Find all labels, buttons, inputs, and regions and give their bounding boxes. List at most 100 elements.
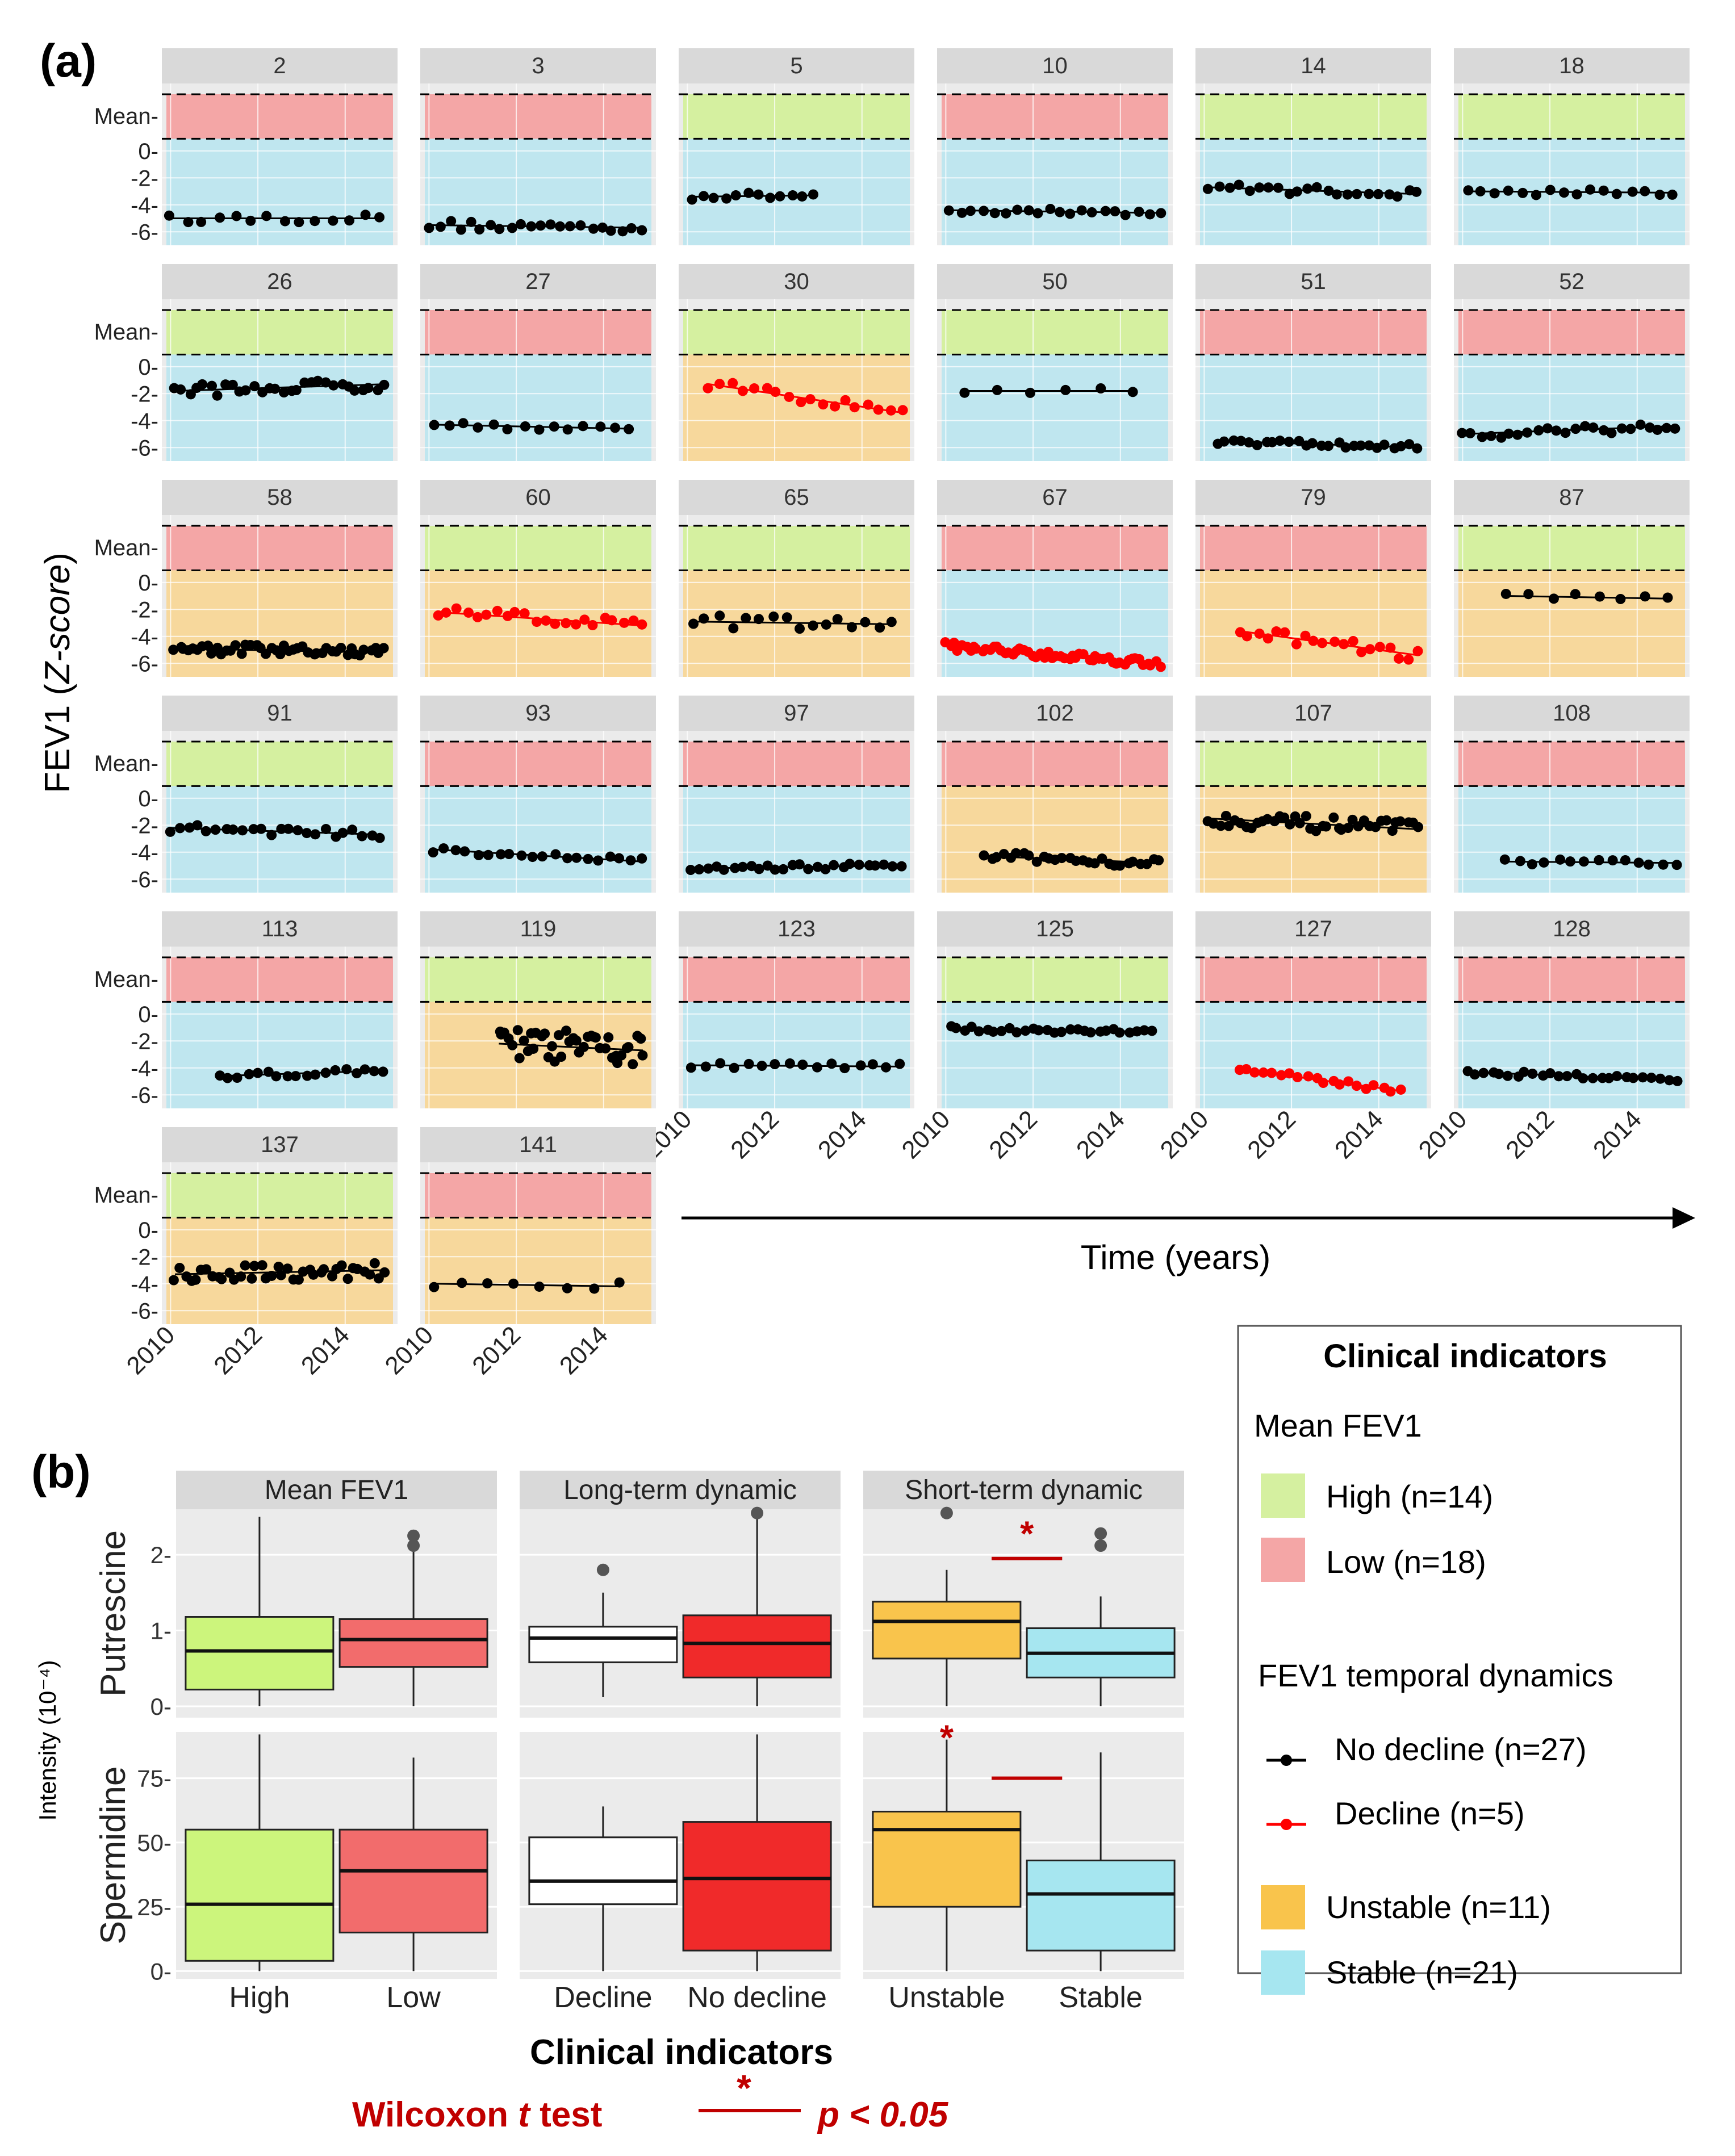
x-tick-label: 2012 bbox=[1242, 1105, 1301, 1164]
box-facet-3: Short-term dynamic * bbox=[863, 1471, 1184, 1718]
box bbox=[1026, 1860, 1176, 1952]
data-point bbox=[282, 1263, 293, 1274]
data-point bbox=[535, 220, 546, 231]
data-point bbox=[1241, 631, 1252, 642]
facet-title: 52 bbox=[1559, 269, 1585, 294]
data-point bbox=[1219, 436, 1230, 447]
data-point bbox=[1392, 191, 1403, 202]
data-point bbox=[886, 617, 897, 627]
data-point bbox=[526, 221, 537, 232]
data-point bbox=[1570, 589, 1581, 600]
y-tick-label: -4- bbox=[131, 1272, 158, 1297]
data-point bbox=[1612, 1071, 1623, 1082]
data-point bbox=[1086, 207, 1097, 217]
data-point bbox=[240, 1260, 250, 1271]
data-point bbox=[1373, 189, 1383, 199]
box-x-label: Stable bbox=[1059, 1981, 1142, 2014]
data-point bbox=[341, 1064, 352, 1075]
data-point bbox=[614, 1277, 625, 1288]
data-point bbox=[458, 418, 469, 429]
data-point bbox=[183, 217, 194, 228]
data-point bbox=[1527, 1068, 1538, 1079]
data-point bbox=[743, 187, 754, 198]
legend-low-swatch bbox=[1261, 1538, 1305, 1582]
facet-strip bbox=[1195, 264, 1431, 299]
data-point bbox=[275, 1270, 286, 1280]
data-point bbox=[1411, 186, 1422, 197]
mean-band bbox=[942, 957, 1168, 1002]
y-tick-label: 0- bbox=[138, 1218, 158, 1243]
data-point bbox=[1628, 1073, 1638, 1083]
data-point bbox=[1633, 857, 1644, 868]
data-point bbox=[1244, 437, 1255, 448]
dynamic-band bbox=[1458, 1002, 1685, 1108]
box-y-tick-label: 0- bbox=[150, 1693, 172, 1720]
facet-strip bbox=[1195, 48, 1431, 83]
data-point bbox=[337, 827, 348, 838]
data-point bbox=[1477, 432, 1487, 442]
facet-title: 65 bbox=[784, 485, 809, 510]
box-y-tick-label: 25- bbox=[137, 1894, 172, 1920]
data-point bbox=[528, 1043, 539, 1054]
data-point bbox=[1533, 425, 1544, 436]
data-point bbox=[826, 1058, 837, 1069]
data-point bbox=[1594, 591, 1605, 602]
data-point bbox=[628, 615, 639, 626]
panel-b-y-axis-title: Intensity (10⁻⁴) bbox=[34, 1660, 61, 1821]
data-point bbox=[358, 644, 369, 655]
data-point bbox=[1585, 184, 1595, 195]
data-point bbox=[257, 1260, 267, 1271]
data-point bbox=[212, 390, 223, 401]
x-tick-label: 2010 bbox=[380, 1321, 439, 1380]
data-point bbox=[1020, 1025, 1031, 1036]
data-point bbox=[1661, 422, 1672, 433]
data-point bbox=[532, 617, 542, 627]
data-point bbox=[1348, 635, 1358, 646]
data-point bbox=[294, 217, 304, 228]
data-point bbox=[1096, 383, 1106, 394]
mean-band bbox=[683, 310, 910, 355]
data-point bbox=[1548, 593, 1559, 604]
data-point bbox=[808, 620, 818, 631]
data-point bbox=[887, 861, 898, 872]
data-point bbox=[959, 387, 970, 398]
data-point bbox=[1500, 588, 1511, 599]
data-point bbox=[1010, 848, 1021, 859]
y-tick-label: -2- bbox=[131, 1245, 158, 1270]
data-point bbox=[948, 638, 959, 648]
outlier bbox=[596, 1563, 609, 1576]
data-point bbox=[562, 1283, 572, 1293]
data-point bbox=[266, 1270, 277, 1281]
data-point bbox=[230, 640, 241, 651]
data-point bbox=[730, 190, 741, 201]
facet-strip bbox=[679, 264, 914, 299]
data-point bbox=[312, 375, 323, 386]
data-point bbox=[379, 379, 390, 390]
y-tick-label: -6- bbox=[131, 436, 158, 460]
data-point bbox=[379, 1267, 390, 1278]
data-point bbox=[1478, 1067, 1489, 1078]
data-point bbox=[1374, 642, 1385, 652]
data-point bbox=[378, 643, 389, 654]
y-tick-label: Mean- bbox=[94, 320, 158, 345]
data-point bbox=[1114, 1027, 1125, 1038]
significance-star: * bbox=[940, 1719, 954, 1758]
dynamic-band bbox=[942, 786, 1168, 893]
facet-strip bbox=[1454, 48, 1690, 83]
data-point bbox=[1637, 1072, 1648, 1083]
data-point bbox=[174, 823, 185, 834]
data-point bbox=[749, 383, 760, 394]
data-point bbox=[216, 1274, 227, 1284]
data-point bbox=[803, 864, 814, 874]
data-point bbox=[1640, 186, 1650, 196]
data-point bbox=[1224, 182, 1235, 193]
data-point bbox=[1475, 186, 1486, 196]
data-point bbox=[875, 622, 885, 633]
facet-128: 128 2010 2012 2014 bbox=[1414, 911, 1690, 1164]
data-point bbox=[1284, 437, 1294, 447]
data-point bbox=[245, 215, 256, 226]
data-point bbox=[796, 397, 806, 408]
facet-87: 87 bbox=[1454, 480, 1690, 677]
data-point bbox=[1395, 441, 1406, 451]
data-point bbox=[1267, 437, 1278, 447]
